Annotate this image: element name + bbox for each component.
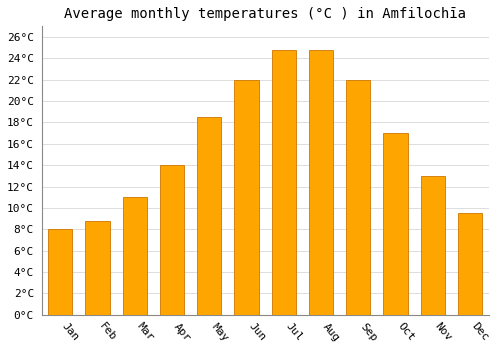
Bar (48, 229, 72, 315)
Title: Average monthly temperatures (°C ) in Amfilochīa: Average monthly temperatures (°C ) in Am… (64, 7, 466, 21)
Bar (458, 214, 482, 315)
Bar (86, 221, 110, 315)
Bar (234, 80, 258, 315)
Bar (160, 165, 184, 315)
Bar (309, 50, 333, 315)
Bar (384, 133, 407, 315)
Bar (272, 50, 296, 315)
Bar (420, 176, 445, 315)
Bar (197, 117, 222, 315)
Bar (346, 80, 370, 315)
Bar (122, 197, 147, 315)
